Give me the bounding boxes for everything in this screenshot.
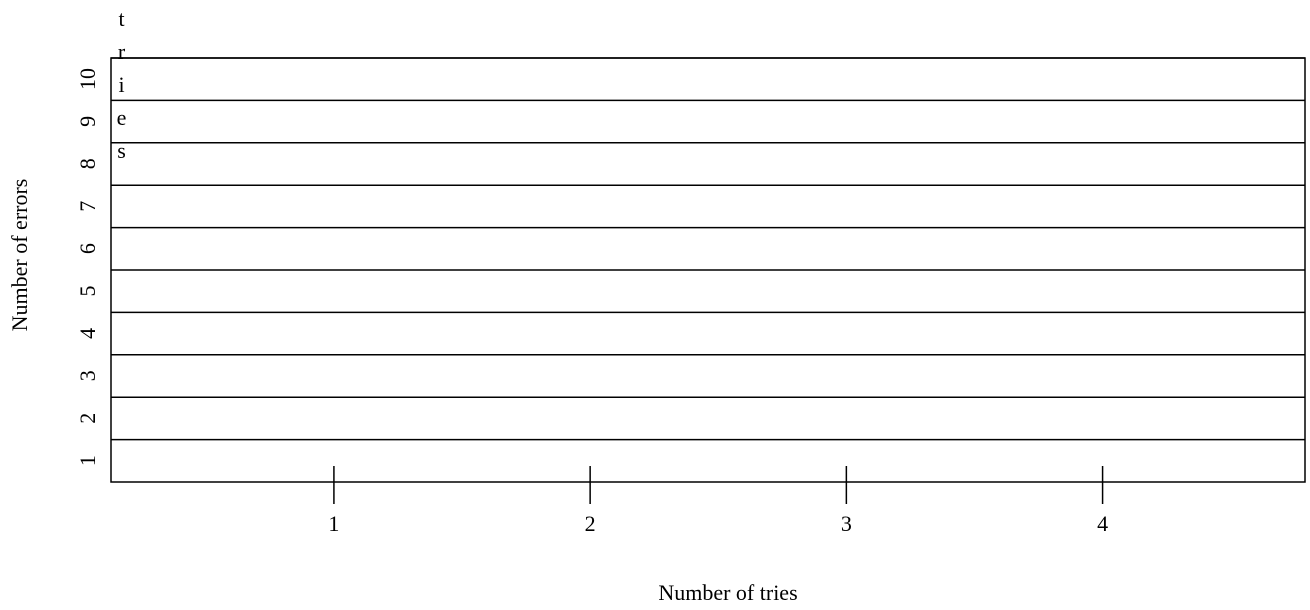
y-axis-label: Number of errors <box>7 179 32 332</box>
x-tick-label: 2 <box>585 511 596 536</box>
x-tick-label: 3 <box>841 511 852 536</box>
y-tick-label: 6 <box>75 243 100 254</box>
y-tick-label: 4 <box>75 328 100 339</box>
x-tick-label: 4 <box>1097 511 1108 536</box>
annotation: tries <box>109 6 134 171</box>
y-tick-label: 5 <box>75 286 100 297</box>
y-tick-label: 3 <box>75 370 100 381</box>
y-tick-label: 10 <box>75 68 100 90</box>
y-tick-label: 2 <box>75 413 100 424</box>
y-tick-label: 8 <box>75 158 100 169</box>
x-tick-label: 1 <box>328 511 339 536</box>
y-tick-label: 7 <box>75 201 100 212</box>
x-axis-label: Number of tries <box>658 580 797 605</box>
y-tick-label: 9 <box>75 116 100 127</box>
y-tick-label: 1 <box>75 455 100 466</box>
